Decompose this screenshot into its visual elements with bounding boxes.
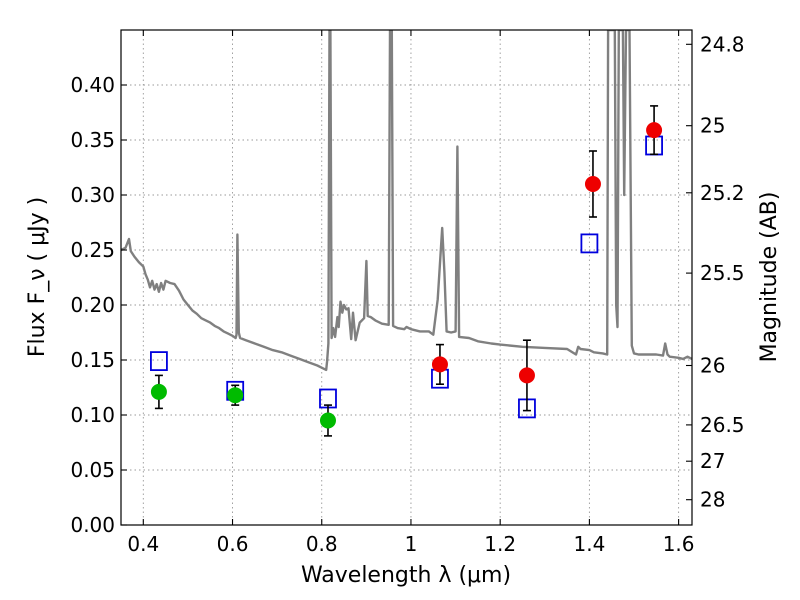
y-tick-label: 0.15 xyxy=(70,348,115,372)
y2-tick-label: 27 xyxy=(700,449,725,473)
y2-tick-label: 24.8 xyxy=(700,32,745,56)
flux-point-marker xyxy=(431,356,448,373)
y2-tick-label: 25.5 xyxy=(700,261,745,285)
y-tick-label: 0.25 xyxy=(70,238,115,262)
flux-point-marker xyxy=(150,383,167,400)
y-tick-label: 0.40 xyxy=(70,73,115,97)
x-tick-label: 1.6 xyxy=(663,532,695,556)
x-tick-label: 1 xyxy=(405,532,418,556)
x-tick-label: 0.6 xyxy=(217,532,249,556)
y2-tick-label: 25.2 xyxy=(700,181,745,205)
x-tick-label: 1.4 xyxy=(573,532,605,556)
x-tick-label: 0.4 xyxy=(127,532,159,556)
x-axis-label: Wavelength λ (μm) xyxy=(301,563,511,588)
flux-point-marker xyxy=(646,122,663,139)
y-axis-label: Flux F_ν ( μJy ) xyxy=(25,197,50,357)
y2-tick-label: 28 xyxy=(700,488,725,512)
y2-tick-label: 26.5 xyxy=(700,413,745,437)
flux-point-marker xyxy=(584,176,601,192)
y-tick-label: 0.00 xyxy=(70,513,115,537)
axis-ticks: 0.4 0.6 0.8 1 1.2 1.4 1.6 0.00 0.05 0.10 0.15 0.20 0… xyxy=(70,30,745,556)
model-square-marker xyxy=(150,351,168,372)
y-tick-label: 0.35 xyxy=(70,128,115,152)
model-square-marker xyxy=(580,233,599,254)
plot-area xyxy=(121,30,692,437)
grid-lines xyxy=(121,30,692,526)
flux-point-marker xyxy=(518,367,535,384)
flux-point-marker xyxy=(319,412,336,429)
spectrum-line xyxy=(121,30,692,372)
y-tick-label: 0.05 xyxy=(70,458,115,482)
y2-axis-label: Magnitude (AB) xyxy=(757,192,782,363)
y-tick-label: 0.30 xyxy=(70,183,115,207)
y2-tick-label: 26 xyxy=(700,354,725,378)
y-tick-label: 0.20 xyxy=(70,293,115,317)
x-tick-label: 0.8 xyxy=(306,532,338,556)
plot-frame xyxy=(120,29,693,526)
y-tick-label: 0.10 xyxy=(70,403,115,427)
y2-tick-label: 25 xyxy=(700,114,725,138)
flux-point-marker xyxy=(227,387,244,404)
x-tick-label: 1.2 xyxy=(484,532,516,556)
